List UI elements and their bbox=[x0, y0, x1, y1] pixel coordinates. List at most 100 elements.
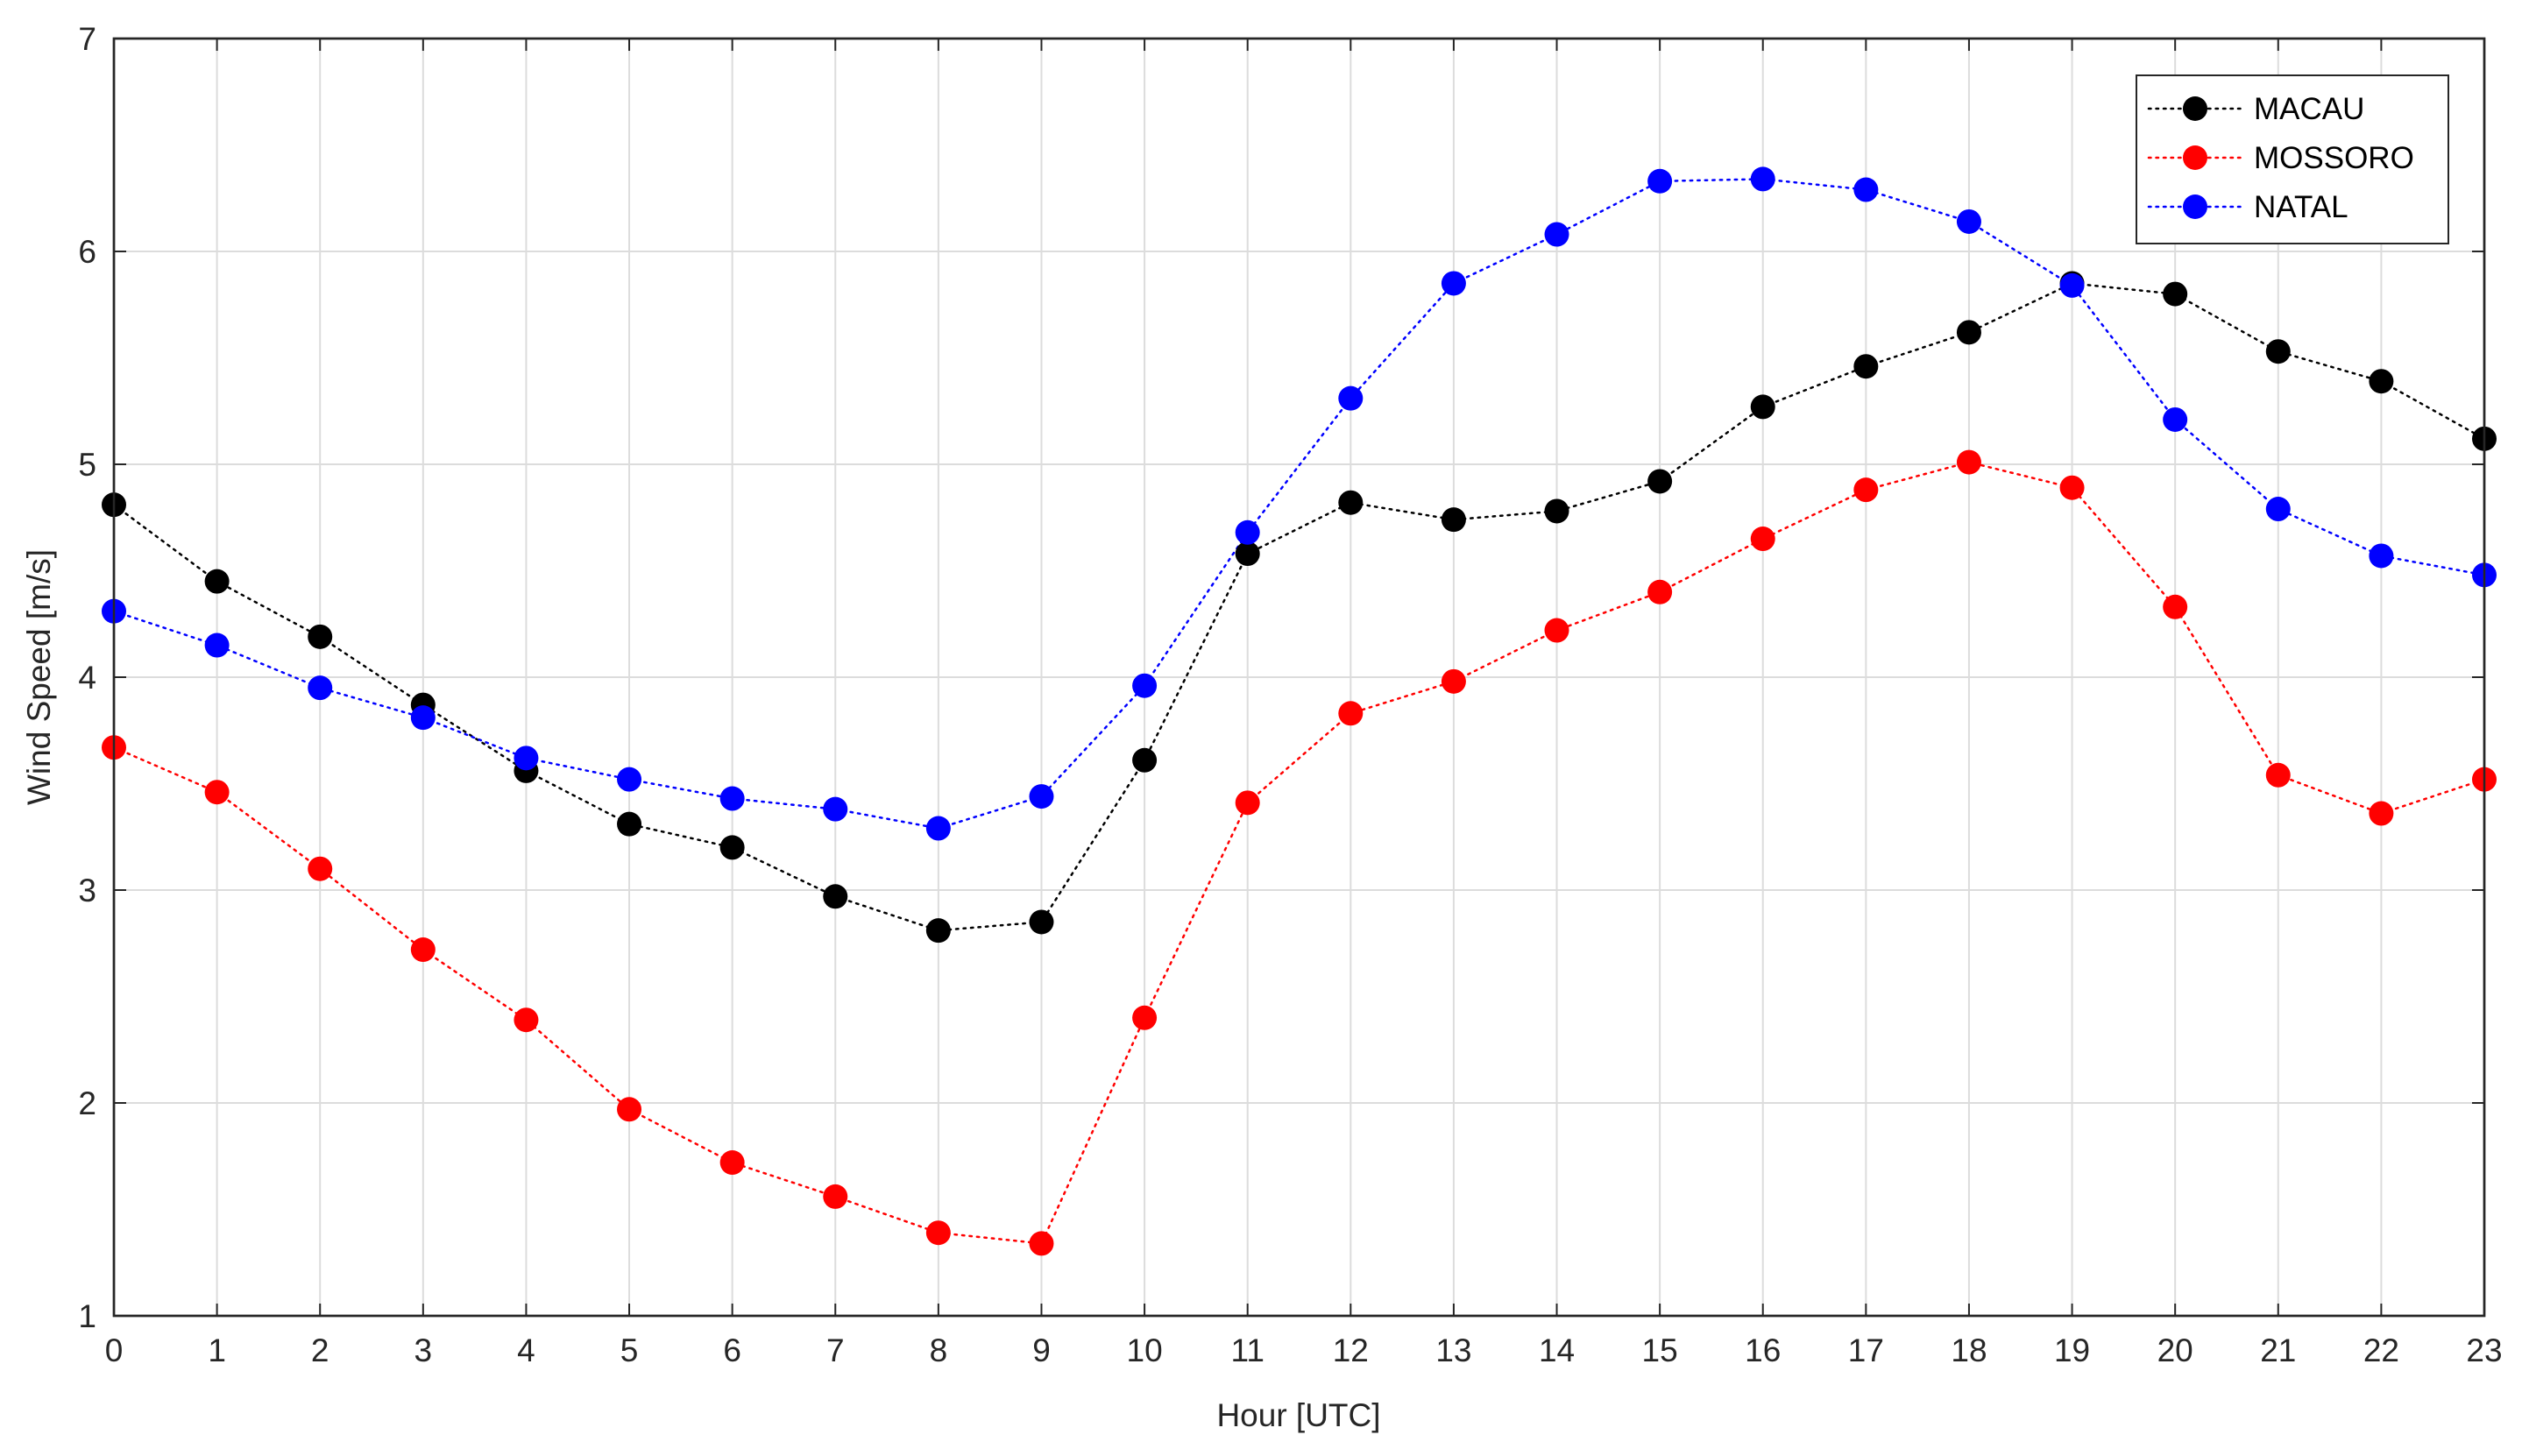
data-point-mossoro bbox=[1544, 618, 1569, 643]
x-tick-label: 20 bbox=[2157, 1332, 2193, 1368]
data-point-macau bbox=[1956, 320, 1981, 345]
data-point-mossoro bbox=[925, 1220, 951, 1246]
data-point-macau bbox=[1853, 354, 1879, 379]
data-point-natal bbox=[1956, 209, 1981, 234]
legend-marker-mossoro bbox=[2183, 145, 2207, 170]
x-tick-label: 11 bbox=[1230, 1332, 1264, 1368]
series-line-macau bbox=[112, 282, 2486, 932]
legend-label-mossoro: MOSSORO bbox=[2254, 141, 2414, 175]
y-tick-label: 7 bbox=[78, 21, 96, 57]
data-point-mossoro bbox=[617, 1097, 642, 1122]
data-point-natal bbox=[204, 633, 230, 658]
data-point-mossoro bbox=[204, 780, 230, 805]
data-point-natal bbox=[308, 675, 333, 701]
legend-marker-natal bbox=[2183, 194, 2207, 219]
x-tick-label: 6 bbox=[723, 1332, 741, 1368]
data-point-mossoro bbox=[308, 856, 333, 881]
data-point-macau bbox=[2163, 281, 2188, 307]
data-point-natal bbox=[617, 767, 642, 792]
axes-frame bbox=[112, 37, 2486, 1318]
data-point-mossoro bbox=[2059, 475, 2085, 500]
data-point-macau bbox=[1338, 490, 1364, 515]
x-tick-label: 22 bbox=[2363, 1332, 2399, 1368]
data-point-natal bbox=[1029, 784, 1054, 809]
data-point-mossoro bbox=[1235, 790, 1260, 816]
x-tick-label: 15 bbox=[1642, 1332, 1678, 1368]
series-lines bbox=[112, 178, 2486, 1245]
x-tick-label: 5 bbox=[620, 1332, 639, 1368]
data-point-natal bbox=[1853, 177, 1879, 202]
data-point-macau bbox=[1647, 469, 1673, 494]
data-point-mossoro bbox=[1441, 668, 1466, 694]
data-point-natal bbox=[1132, 673, 1158, 698]
data-point-macau bbox=[1750, 394, 1775, 420]
x-tick-label: 3 bbox=[414, 1332, 433, 1368]
x-tick-label: 18 bbox=[1951, 1332, 1987, 1368]
data-point-macau bbox=[925, 918, 951, 944]
x-tick-label: 21 bbox=[2260, 1332, 2296, 1368]
data-point-natal bbox=[1750, 166, 1775, 192]
x-tick-label: 16 bbox=[1745, 1332, 1781, 1368]
data-point-mossoro bbox=[2369, 801, 2394, 826]
x-tick-label: 17 bbox=[1848, 1332, 1884, 1368]
legend: MACAU MOSSORO NATAL bbox=[2136, 74, 2449, 244]
y-tick-label: 2 bbox=[78, 1085, 96, 1121]
y-tick-label: 6 bbox=[78, 234, 96, 270]
y-axis-label: Wind Speed [m/s] bbox=[21, 549, 57, 805]
data-point-natal bbox=[2369, 543, 2394, 569]
data-point-macau bbox=[1029, 909, 1054, 935]
data-point-natal bbox=[1544, 222, 1569, 247]
data-point-natal bbox=[719, 786, 745, 811]
x-tick-label: 0 bbox=[105, 1332, 124, 1368]
x-tick-label: 8 bbox=[930, 1332, 948, 1368]
data-point-mossoro bbox=[1132, 1005, 1158, 1030]
x-tick-label: 10 bbox=[1127, 1332, 1163, 1368]
x-tick-label: 19 bbox=[2054, 1332, 2090, 1368]
data-point-natal bbox=[2265, 497, 2291, 522]
data-point-macau bbox=[2369, 369, 2394, 394]
data-point-mossoro bbox=[1956, 449, 1981, 475]
series-line-mossoro bbox=[112, 461, 2486, 1245]
x-tick-label: 14 bbox=[1539, 1332, 1575, 1368]
y-tick-label: 4 bbox=[78, 660, 96, 696]
x-tick-label: 2 bbox=[311, 1332, 329, 1368]
data-point-natal bbox=[1441, 271, 1466, 296]
data-point-macau bbox=[823, 884, 848, 909]
data-point-macau bbox=[617, 811, 642, 837]
legend-label-macau: MACAU bbox=[2254, 92, 2364, 126]
y-tick-label: 5 bbox=[78, 447, 96, 483]
data-point-macau bbox=[204, 569, 230, 594]
data-point-macau bbox=[2265, 339, 2291, 364]
y-tick-label: 1 bbox=[78, 1298, 96, 1334]
x-tick-label: 13 bbox=[1435, 1332, 1471, 1368]
data-point-mossoro bbox=[823, 1184, 848, 1209]
data-point-macau bbox=[1441, 507, 1466, 533]
x-tick-label: 9 bbox=[1032, 1332, 1051, 1368]
data-point-mossoro bbox=[1750, 527, 1775, 552]
data-point-natal bbox=[823, 796, 848, 822]
x-tick-label: 12 bbox=[1333, 1332, 1369, 1368]
data-point-macau bbox=[308, 624, 333, 649]
data-point-mossoro bbox=[410, 937, 436, 963]
legend-marker-macau bbox=[2183, 96, 2207, 121]
data-point-natal bbox=[1338, 385, 1364, 411]
data-point-natal bbox=[925, 816, 951, 841]
data-point-mossoro bbox=[514, 1007, 539, 1033]
series-line-natal bbox=[112, 178, 2486, 830]
x-tick-label: 4 bbox=[517, 1332, 535, 1368]
x-axis-label: Hour [UTC] bbox=[1216, 1397, 1380, 1433]
x-tick-label: 7 bbox=[826, 1332, 845, 1368]
data-point-macau bbox=[1132, 747, 1158, 773]
x-tick-label: 1 bbox=[208, 1332, 226, 1368]
data-point-natal bbox=[1235, 519, 1260, 545]
legend-label-natal: NATAL bbox=[2254, 190, 2348, 224]
data-point-mossoro bbox=[1029, 1231, 1054, 1256]
data-point-natal bbox=[2163, 406, 2188, 432]
data-point-mossoro bbox=[1647, 579, 1673, 604]
x-tick-label: 23 bbox=[2466, 1332, 2502, 1368]
data-point-macau bbox=[1235, 541, 1260, 567]
data-point-macau bbox=[1544, 498, 1569, 524]
data-point-mossoro bbox=[2163, 594, 2188, 619]
data-point-natal bbox=[2059, 272, 2085, 298]
